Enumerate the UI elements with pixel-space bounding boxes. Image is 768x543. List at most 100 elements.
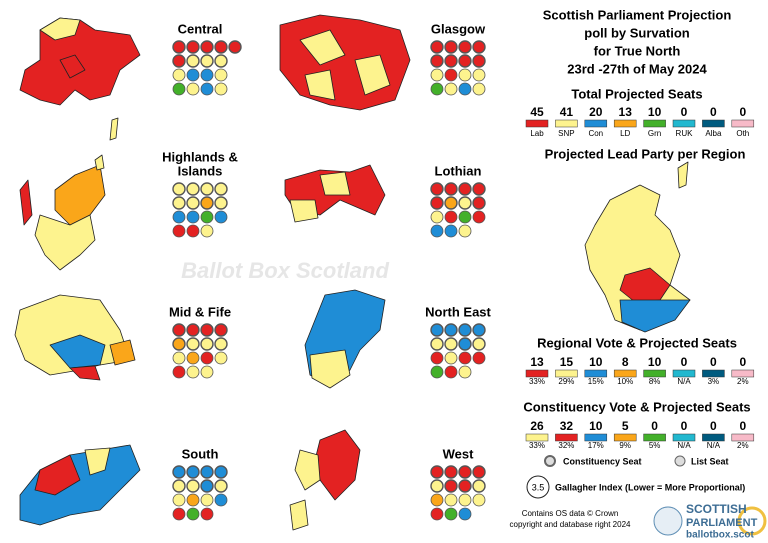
- seat-dot: [472, 40, 486, 54]
- seat-dot: [200, 465, 214, 479]
- seat-dot: [444, 68, 458, 82]
- seat-dot: [186, 337, 200, 351]
- list-marker: [674, 455, 686, 467]
- seat-dot: [214, 182, 228, 196]
- party-swatch: [525, 433, 549, 442]
- region-name: North East: [425, 304, 491, 319]
- party-swatch: [584, 369, 608, 378]
- seat-dot: [200, 196, 214, 210]
- seat-dot: [458, 210, 472, 224]
- seat-dot: [430, 337, 444, 351]
- vote-share: 2%: [737, 377, 749, 386]
- seat-dot: [444, 82, 458, 96]
- vote-share: N/A: [677, 441, 691, 450]
- seat-dot: [444, 196, 458, 210]
- seat-dot: [214, 465, 228, 479]
- seat-dot: [458, 493, 472, 507]
- seat-dot: [444, 40, 458, 54]
- seat-dot: [458, 68, 472, 82]
- seat-dot: [458, 365, 472, 379]
- region-name: Lothian: [435, 163, 482, 178]
- seat-dot: [172, 82, 186, 96]
- seat-dot: [186, 82, 200, 96]
- party-swatch: [584, 433, 608, 442]
- seat-dot: [458, 323, 472, 337]
- seat-dot: [200, 493, 214, 507]
- seat-dot: [458, 479, 472, 493]
- seat-dot: [214, 196, 228, 210]
- vote-share: 5%: [649, 441, 661, 450]
- seat-dot: [186, 40, 200, 54]
- seat-dot: [214, 351, 228, 365]
- seat-dot: [458, 351, 472, 365]
- seat-dot: [472, 351, 486, 365]
- seat-dot: [430, 40, 444, 54]
- seat-dot: [172, 323, 186, 337]
- party-swatch: [555, 119, 578, 128]
- section-heading: Total Projected Seats: [571, 86, 702, 101]
- section-heading: Regional Vote & Projected Seats: [537, 335, 737, 350]
- seat-dot: [472, 493, 486, 507]
- vote-share: 2%: [737, 441, 749, 450]
- party-name: RUK: [676, 129, 694, 138]
- gallagher-value: 3.5: [532, 482, 545, 492]
- logo-ring: [737, 506, 767, 536]
- seat-dot: [472, 479, 486, 493]
- seat-dot: [472, 210, 486, 224]
- seat-dot: [214, 82, 228, 96]
- party-name: Oth: [736, 129, 749, 138]
- seat-count: 20: [589, 105, 603, 119]
- region-name: South: [182, 446, 219, 461]
- seat-dot: [472, 82, 486, 96]
- vote-share: 32%: [558, 441, 574, 450]
- vote-share: N/A: [677, 377, 691, 386]
- party-swatch: [613, 119, 637, 128]
- party-swatch: [643, 369, 666, 378]
- seat-dot: [214, 40, 228, 54]
- seat-dot: [458, 465, 472, 479]
- seat-dot: [200, 182, 214, 196]
- section-heading: Projected Lead Party per Region: [545, 146, 746, 161]
- seat-dot: [430, 493, 444, 507]
- seat-dot: [458, 337, 472, 351]
- party-swatch: [584, 119, 608, 128]
- seat-count: 8: [622, 355, 629, 369]
- seat-count: 10: [589, 355, 603, 369]
- party-swatch: [731, 119, 755, 128]
- seat-dot: [172, 196, 186, 210]
- seat-dot: [172, 68, 186, 82]
- region-name: Glasgow: [431, 21, 486, 36]
- vote-share: 17%: [588, 441, 604, 450]
- logo-emblem: [653, 506, 683, 536]
- seat-dot: [200, 54, 214, 68]
- seat-dot: [172, 365, 186, 379]
- seat-dot: [186, 210, 200, 224]
- seat-dot: [458, 40, 472, 54]
- seat-dot: [172, 507, 186, 521]
- party-swatch: [613, 369, 637, 378]
- seat-dot: [172, 40, 186, 54]
- seat-dot: [472, 196, 486, 210]
- seat-count: 0: [651, 419, 658, 433]
- seat-dot: [200, 210, 214, 224]
- section-heading: Constituency Vote & Projected Seats: [523, 399, 750, 414]
- logo-text: SCOTTISH: [686, 502, 747, 516]
- seat-dot: [444, 507, 458, 521]
- seat-dot: [200, 507, 214, 521]
- party-swatch: [525, 369, 549, 378]
- seat-dot: [444, 337, 458, 351]
- region-name: Central: [178, 21, 223, 36]
- gallagher-label: Gallagher Index (Lower = More Proportion…: [555, 482, 745, 492]
- vote-share: 3%: [708, 377, 720, 386]
- region-name: Highlands &: [162, 149, 238, 164]
- vote-share: 15%: [588, 377, 604, 386]
- seat-dot: [444, 479, 458, 493]
- seat-dot: [172, 337, 186, 351]
- seat-count: 13: [619, 105, 633, 119]
- logo-text: PARLIAMENT: [686, 517, 758, 529]
- seat-dot: [172, 224, 186, 238]
- seat-count: 32: [560, 419, 574, 433]
- region-maps: [14, 14, 691, 531]
- legend-label: Constituency Seat: [563, 456, 642, 466]
